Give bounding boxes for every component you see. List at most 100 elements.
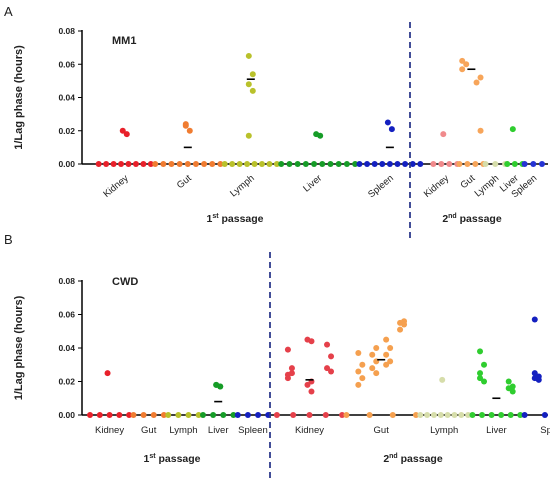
data-point-zero: [273, 412, 280, 418]
group-liver-p1: Liver: [200, 381, 237, 436]
data-point-zero: [125, 161, 132, 167]
data-point-zero: [210, 412, 217, 418]
data-point: [249, 71, 256, 78]
data-point-zero: [244, 161, 251, 167]
data-point-zero: [147, 161, 154, 167]
data-point-zero: [356, 161, 363, 167]
data-point-zero: [130, 412, 137, 418]
data-point: [119, 127, 126, 134]
x-tick-label: Gut: [374, 425, 390, 436]
chart-title: CWD: [112, 276, 138, 288]
group-lymph-p2: Lymph: [473, 161, 509, 199]
passage-label: 2nd passage: [383, 453, 443, 465]
data-point-zero: [465, 412, 472, 418]
data-point-zero: [335, 161, 342, 167]
data-point: [481, 378, 488, 385]
data-point-zero: [140, 412, 147, 418]
data-point: [387, 358, 394, 365]
x-tick-label: Gut: [141, 425, 157, 436]
data-point: [477, 370, 484, 377]
data-point-zero: [200, 412, 206, 418]
data-point: [359, 375, 366, 382]
x-tick-label: Liver: [301, 173, 324, 195]
panel-letter: A: [4, 4, 13, 19]
data-point: [328, 353, 335, 360]
data-point-zero: [126, 412, 133, 418]
data-point: [477, 375, 484, 382]
data-point-zero: [175, 412, 182, 418]
data-point: [535, 376, 542, 383]
group-spleen-p1: Spleen: [356, 119, 424, 200]
data-point-zero: [302, 161, 309, 167]
data-point: [284, 371, 291, 378]
data-point: [401, 321, 408, 328]
data-point-zero: [132, 161, 139, 167]
data-point-zero: [160, 161, 167, 167]
data-point-zero: [472, 161, 479, 167]
data-point-zero: [417, 161, 424, 167]
y-tick-label: 0.06: [58, 59, 75, 69]
data-point-zero: [339, 412, 346, 418]
data-point: [477, 74, 484, 81]
passage-label: 1st passage: [206, 213, 263, 225]
data-point-zero: [192, 161, 199, 167]
data-point: [245, 81, 252, 88]
data-point-zero: [464, 161, 471, 167]
data-point: [245, 52, 252, 59]
data-point: [459, 57, 466, 64]
data-point: [324, 365, 331, 372]
x-tick-label: Lymph: [169, 425, 197, 436]
data-point: [355, 350, 362, 357]
data-point-zero: [176, 161, 183, 167]
data-point: [439, 376, 446, 383]
y-tick-label: 0.00: [58, 159, 75, 169]
group-spleen-p2: Spleen: [521, 316, 550, 436]
data-point-zero: [160, 412, 167, 418]
group-spleen-p1: Spleen: [234, 412, 272, 436]
data-point: [308, 338, 315, 345]
data-point-zero: [444, 412, 451, 418]
y-tick-label: 0.04: [58, 93, 75, 103]
data-point-zero: [511, 161, 518, 167]
data-point-zero: [236, 161, 243, 167]
x-tick-label: Kidney: [295, 425, 324, 436]
data-point-zero: [343, 412, 350, 418]
data-point: [288, 365, 295, 372]
data-point: [387, 345, 394, 351]
data-point: [463, 61, 470, 68]
data-point: [397, 326, 404, 333]
data-point: [123, 131, 130, 138]
data-point-zero: [424, 412, 431, 418]
data-point-zero: [451, 412, 458, 418]
data-point-zero: [110, 161, 117, 167]
data-point-zero: [417, 412, 424, 418]
passage-label: 2nd passage: [442, 213, 502, 225]
data-point: [505, 385, 512, 392]
data-point: [359, 361, 366, 368]
data-point: [328, 368, 335, 375]
data-point: [324, 341, 331, 348]
group-kidney-p1: Kidney: [87, 370, 133, 436]
data-point: [355, 381, 362, 388]
data-point-zero: [106, 412, 113, 418]
x-tick-label: Liver: [208, 425, 229, 436]
data-point-zero: [165, 412, 172, 418]
x-tick-label: Lymph: [430, 425, 458, 436]
data-point: [355, 368, 362, 375]
data-point-zero: [286, 161, 293, 167]
data-point-zero: [402, 161, 409, 167]
x-tick-label: Lymph: [228, 173, 257, 200]
data-point-zero: [469, 412, 476, 418]
data-point-zero: [541, 412, 548, 418]
data-point: [383, 351, 390, 358]
data-point: [531, 316, 538, 323]
data-point: [383, 336, 390, 343]
group-lymph-p2: Lymph: [417, 376, 472, 436]
passage-label: 1st passage: [143, 453, 200, 465]
data-point-zero: [327, 161, 334, 167]
data-point-zero: [488, 412, 495, 418]
data-point-zero: [251, 161, 258, 167]
data-point-zero: [521, 161, 528, 167]
data-point: [317, 132, 324, 139]
